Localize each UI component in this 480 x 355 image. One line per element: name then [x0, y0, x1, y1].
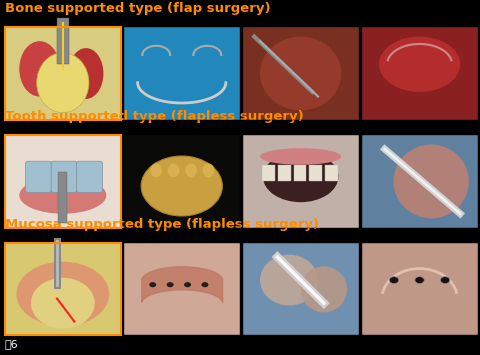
Ellipse shape — [16, 262, 109, 326]
Bar — [361, 243, 478, 335]
Ellipse shape — [150, 163, 162, 177]
Bar — [124, 27, 240, 120]
Ellipse shape — [19, 177, 107, 214]
Ellipse shape — [168, 163, 180, 177]
Bar — [242, 243, 359, 335]
FancyBboxPatch shape — [51, 161, 77, 192]
Bar — [361, 135, 478, 228]
Ellipse shape — [203, 163, 214, 177]
Bar — [242, 27, 359, 120]
Bar — [294, 165, 306, 181]
Bar — [5, 243, 121, 335]
Bar — [242, 27, 359, 120]
Bar — [124, 27, 240, 120]
Bar — [124, 135, 240, 228]
Circle shape — [184, 282, 191, 287]
Bar — [361, 27, 478, 120]
Bar — [5, 135, 121, 228]
Bar — [242, 243, 359, 335]
Bar — [278, 165, 291, 181]
Bar — [361, 243, 478, 335]
Bar — [124, 243, 240, 335]
Bar — [242, 27, 359, 120]
Bar — [361, 243, 478, 335]
Ellipse shape — [36, 53, 89, 113]
Bar — [263, 165, 275, 181]
Bar — [124, 135, 240, 228]
Ellipse shape — [69, 48, 103, 99]
Ellipse shape — [263, 151, 338, 202]
Bar — [242, 243, 359, 335]
FancyBboxPatch shape — [77, 161, 102, 192]
Circle shape — [441, 277, 450, 284]
Bar — [242, 135, 359, 228]
Ellipse shape — [260, 255, 318, 305]
Bar — [242, 135, 359, 228]
Bar — [361, 135, 478, 228]
Bar — [124, 243, 240, 335]
Bar — [325, 165, 338, 181]
Bar — [361, 135, 478, 228]
Bar — [361, 135, 478, 228]
Ellipse shape — [394, 144, 469, 218]
Circle shape — [149, 282, 156, 287]
Bar — [124, 27, 240, 120]
Bar — [310, 165, 322, 181]
Ellipse shape — [260, 148, 341, 165]
Bar — [361, 27, 478, 120]
Bar — [124, 135, 240, 228]
Bar — [124, 135, 240, 228]
Bar — [5, 27, 121, 120]
Bar — [5, 135, 121, 228]
Bar — [58, 172, 68, 223]
Ellipse shape — [141, 156, 222, 216]
Bar — [361, 27, 478, 120]
Bar — [124, 243, 240, 335]
Bar — [5, 243, 121, 335]
Text: Mucosa supported type (flapless surgery): Mucosa supported type (flapless surgery) — [5, 218, 319, 231]
Text: Tooth supported type (flapless surgery): Tooth supported type (flapless surgery) — [5, 110, 303, 124]
Bar — [361, 243, 478, 335]
Bar — [124, 243, 240, 335]
Ellipse shape — [300, 266, 347, 312]
Bar — [242, 243, 359, 335]
Ellipse shape — [19, 41, 60, 97]
Circle shape — [202, 282, 208, 287]
Bar — [5, 243, 121, 335]
Bar — [5, 135, 121, 228]
Ellipse shape — [31, 278, 95, 329]
Bar — [5, 27, 121, 120]
Text: 囶6: 囶6 — [5, 339, 18, 349]
Ellipse shape — [379, 37, 460, 92]
Bar — [5, 243, 121, 335]
Circle shape — [389, 277, 399, 284]
Circle shape — [167, 282, 174, 287]
Circle shape — [415, 277, 424, 284]
Bar — [5, 27, 121, 120]
FancyBboxPatch shape — [25, 161, 51, 192]
Bar — [242, 135, 359, 228]
Bar — [57, 18, 69, 64]
Bar — [242, 135, 359, 228]
Text: Bone supported type (flap surgery): Bone supported type (flap surgery) — [5, 2, 270, 16]
Ellipse shape — [185, 163, 197, 177]
Ellipse shape — [260, 37, 341, 110]
Bar — [5, 135, 121, 228]
